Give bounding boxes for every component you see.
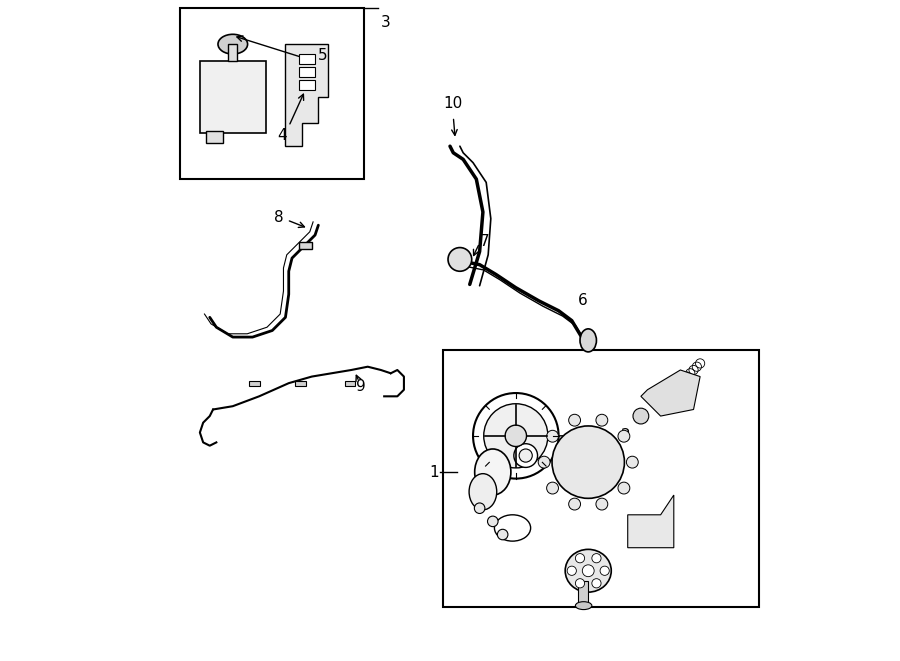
Ellipse shape xyxy=(469,474,497,510)
Text: 6: 6 xyxy=(579,293,588,309)
Bar xyxy=(345,381,356,387)
Text: 5: 5 xyxy=(319,48,328,63)
Circle shape xyxy=(596,498,608,510)
Circle shape xyxy=(575,578,585,588)
Text: 4: 4 xyxy=(277,128,287,143)
Bar xyxy=(299,81,315,91)
Circle shape xyxy=(514,444,537,467)
Bar xyxy=(295,381,306,387)
Text: 10: 10 xyxy=(444,96,463,111)
Circle shape xyxy=(618,482,630,494)
Circle shape xyxy=(498,529,508,540)
Bar xyxy=(299,54,315,64)
Circle shape xyxy=(592,554,601,563)
Circle shape xyxy=(519,449,532,462)
Circle shape xyxy=(633,408,649,424)
Ellipse shape xyxy=(218,34,248,54)
Text: 2: 2 xyxy=(621,428,631,444)
Ellipse shape xyxy=(580,329,597,352)
Ellipse shape xyxy=(474,449,511,495)
Text: 9: 9 xyxy=(356,379,366,394)
Bar xyxy=(444,350,760,607)
Circle shape xyxy=(600,566,609,575)
Text: 1: 1 xyxy=(429,465,438,479)
Bar xyxy=(299,243,311,249)
Circle shape xyxy=(596,414,608,426)
Circle shape xyxy=(654,390,667,403)
Circle shape xyxy=(505,425,526,447)
Ellipse shape xyxy=(575,602,592,609)
Circle shape xyxy=(474,503,485,514)
Circle shape xyxy=(538,456,550,468)
Circle shape xyxy=(546,430,559,442)
Bar xyxy=(579,580,589,603)
Circle shape xyxy=(582,565,594,576)
Circle shape xyxy=(473,393,559,479)
Circle shape xyxy=(567,566,576,575)
Circle shape xyxy=(569,498,580,510)
Text: 8: 8 xyxy=(274,210,284,225)
Text: 7: 7 xyxy=(480,234,490,249)
Circle shape xyxy=(488,516,498,527)
Bar xyxy=(249,381,260,387)
Circle shape xyxy=(483,404,548,468)
Circle shape xyxy=(448,248,472,271)
Bar xyxy=(206,131,223,143)
Ellipse shape xyxy=(494,515,531,541)
Circle shape xyxy=(569,414,580,426)
Polygon shape xyxy=(627,495,674,548)
Circle shape xyxy=(552,426,625,498)
Polygon shape xyxy=(641,370,700,416)
Circle shape xyxy=(626,456,638,468)
Circle shape xyxy=(618,430,630,442)
Ellipse shape xyxy=(565,549,611,592)
Bar xyxy=(200,61,266,133)
Circle shape xyxy=(592,578,601,588)
Bar xyxy=(180,8,364,179)
Bar xyxy=(229,44,238,61)
Circle shape xyxy=(546,482,559,494)
Polygon shape xyxy=(285,44,328,146)
Text: 3: 3 xyxy=(381,15,391,30)
Bar xyxy=(299,67,315,77)
Circle shape xyxy=(575,554,585,563)
